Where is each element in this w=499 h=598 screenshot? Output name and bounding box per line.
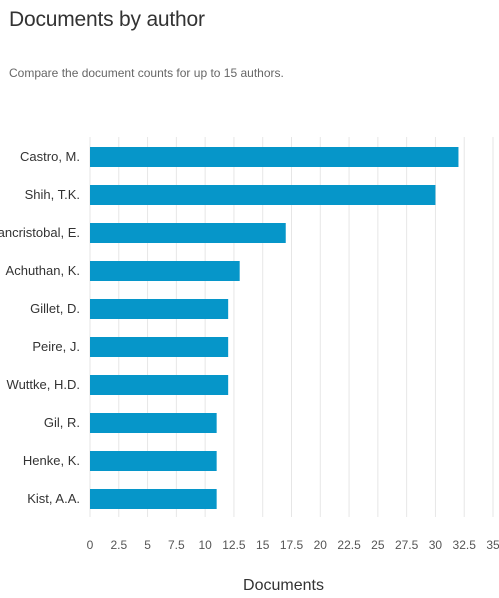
- x-tick-label: 5: [144, 538, 151, 552]
- x-tick-labels: 0 2.5 5 7.5 10 12.5 15 17.5 20 22.5 25 27.5 30 32.5 35: [87, 538, 499, 552]
- x-tick-label: 22.5: [337, 538, 361, 552]
- x-tick-label: 12.5: [222, 538, 246, 552]
- x-tick-label: 0: [87, 538, 94, 552]
- category-label: Gillet, D.: [30, 301, 80, 316]
- x-tick-label: 25: [371, 538, 385, 552]
- x-axis-title: Documents: [243, 577, 324, 594]
- category-label: Peire, J.: [32, 339, 80, 354]
- page-title: Documents by author: [9, 8, 205, 31]
- bar[interactable]: [90, 375, 229, 395]
- x-tick-label: 7.5: [168, 538, 185, 552]
- x-tick-label: 17.5: [280, 538, 304, 552]
- bar[interactable]: [90, 489, 217, 509]
- category-label: Castro, M.: [20, 149, 80, 164]
- category-label: Achuthan, K.: [6, 263, 80, 278]
- page-subtitle: Compare the document counts for up to 15…: [9, 66, 284, 80]
- bar[interactable]: [90, 337, 229, 357]
- category-label: Gil, R.: [44, 415, 80, 430]
- category-labels: Castro, M. Shih, T.K. Sancristobal, E. Achu…: [0, 149, 80, 506]
- x-tick-label: 2.5: [110, 538, 127, 552]
- x-tick-label: 27.5: [395, 538, 419, 552]
- bar[interactable]: [90, 413, 217, 433]
- bar[interactable]: [90, 147, 459, 167]
- x-tick-label: 35: [486, 538, 499, 552]
- bar[interactable]: [90, 223, 286, 243]
- x-tick-label: 30: [429, 538, 443, 552]
- bar[interactable]: [90, 185, 436, 205]
- bar[interactable]: [90, 299, 229, 319]
- category-label: Wuttke, H.D.: [7, 377, 80, 392]
- bars: [90, 147, 459, 509]
- category-label: Sancristobal, E.: [0, 225, 80, 240]
- x-tick-label: 10: [198, 538, 212, 552]
- x-tick-label: 15: [256, 538, 270, 552]
- bar[interactable]: [90, 261, 240, 281]
- x-tick-label: 32.5: [453, 538, 477, 552]
- category-label: Henke, K.: [23, 453, 80, 468]
- category-label: Kist, A.A.: [27, 491, 80, 506]
- category-label: Shih, T.K.: [25, 187, 80, 202]
- bar[interactable]: [90, 451, 217, 471]
- x-tick-label: 20: [314, 538, 328, 552]
